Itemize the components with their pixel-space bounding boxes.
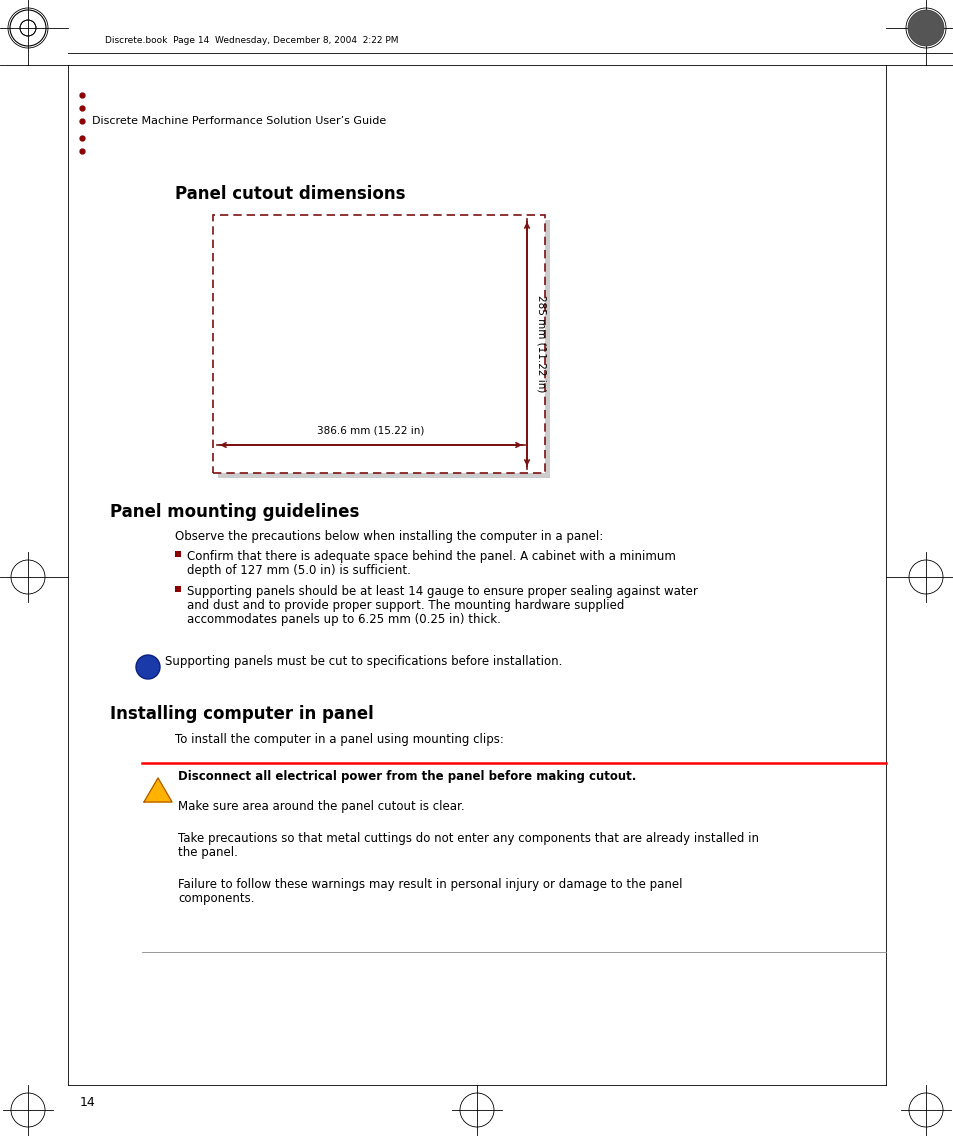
Bar <box>174 586 181 592</box>
Polygon shape <box>144 778 172 802</box>
Circle shape <box>907 10 943 46</box>
Text: Panel mounting guidelines: Panel mounting guidelines <box>110 503 359 521</box>
Text: 386.6 mm (15.22 in): 386.6 mm (15.22 in) <box>317 424 424 435</box>
Circle shape <box>136 655 160 679</box>
Text: Failure to follow these warnings may result in personal injury or damage to the : Failure to follow these warnings may res… <box>178 879 681 891</box>
Text: To install the computer in a panel using mounting clips:: To install the computer in a panel using… <box>174 733 503 747</box>
Text: accommodates panels up to 6.25 mm (0.25 in) thick.: accommodates panels up to 6.25 mm (0.25 … <box>187 613 500 626</box>
Text: Make sure area around the panel cutout is clear.: Make sure area around the panel cutout i… <box>178 800 464 813</box>
Text: Disconnect all electrical power from the panel before making cutout.: Disconnect all electrical power from the… <box>178 770 636 783</box>
Bar <box>174 551 181 556</box>
Text: 14: 14 <box>80 1096 95 1108</box>
Text: and dust and to provide proper support. The mounting hardware supplied: and dust and to provide proper support. … <box>187 599 623 612</box>
Bar <box>218 220 550 478</box>
Text: i: i <box>146 660 150 674</box>
Bar <box>213 215 544 473</box>
Text: Discrete Machine Performance Solution User’s Guide: Discrete Machine Performance Solution Us… <box>91 116 386 126</box>
Text: Discrete.book  Page 14  Wednesday, December 8, 2004  2:22 PM: Discrete.book Page 14 Wednesday, Decembe… <box>105 35 398 44</box>
Text: Confirm that there is adequate space behind the panel. A cabinet with a minimum: Confirm that there is adequate space beh… <box>187 550 675 563</box>
Text: 285 mm (11.22 in): 285 mm (11.22 in) <box>537 296 546 393</box>
Bar <box>213 215 544 473</box>
Text: Supporting panels should be at least 14 gauge to ensure proper sealing against w: Supporting panels should be at least 14 … <box>187 585 698 597</box>
Text: Installing computer in panel: Installing computer in panel <box>110 706 374 723</box>
Text: Panel cutout dimensions: Panel cutout dimensions <box>174 185 405 203</box>
Text: the panel.: the panel. <box>178 846 237 859</box>
Text: Observe the precautions below when installing the computer in a panel:: Observe the precautions below when insta… <box>174 530 602 543</box>
Text: components.: components. <box>178 892 254 905</box>
Text: !: ! <box>155 785 160 795</box>
Text: Take precautions so that metal cuttings do not enter any components that are alr: Take precautions so that metal cuttings … <box>178 832 759 846</box>
Text: depth of 127 mm (5.0 in) is sufficient.: depth of 127 mm (5.0 in) is sufficient. <box>187 564 411 577</box>
Text: Supporting panels must be cut to specifications before installation.: Supporting panels must be cut to specifi… <box>165 655 561 668</box>
